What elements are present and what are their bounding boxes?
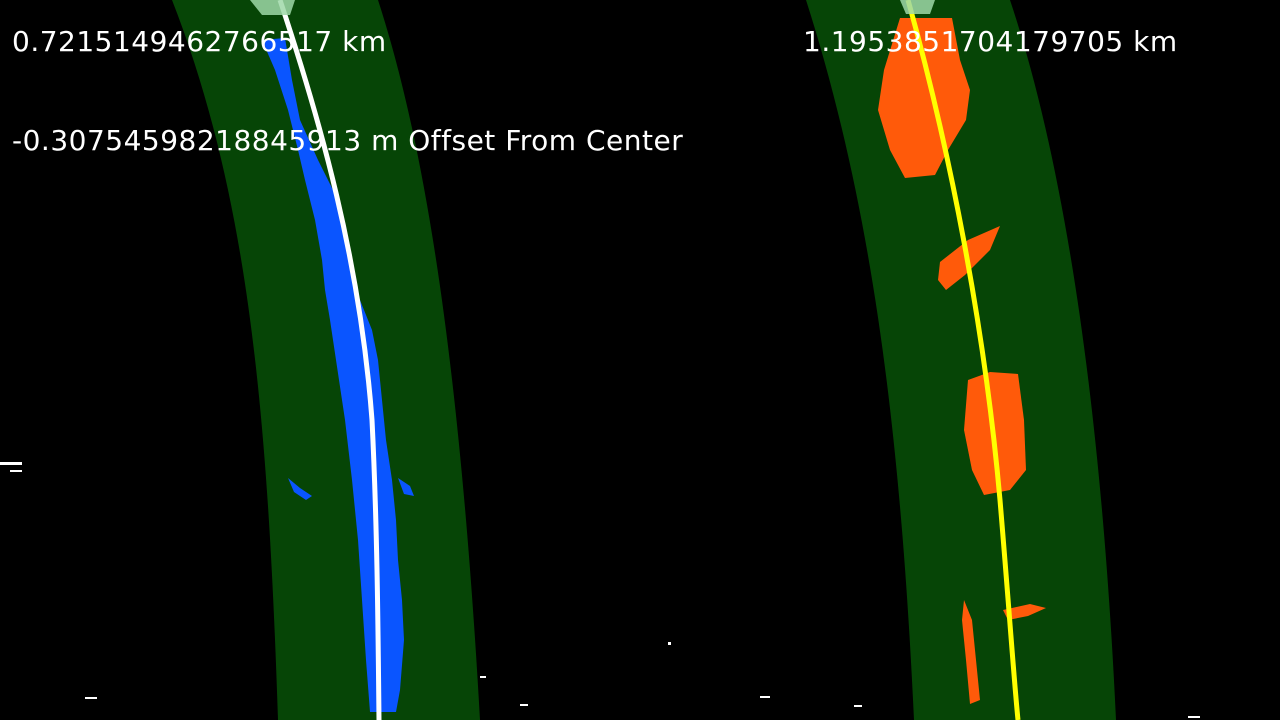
right-top-highlight bbox=[900, 0, 935, 14]
noise-specks bbox=[0, 462, 1200, 718]
right-lane-fit-line bbox=[905, 0, 1021, 720]
right-curvature-readout: 1.1953851704179705 km bbox=[803, 25, 1178, 58]
center-offset-readout: -0.30754598218845913 m Offset From Cente… bbox=[12, 124, 684, 157]
right-lane-search-band bbox=[806, 0, 1116, 720]
left-lane-fit-line bbox=[277, 0, 382, 720]
left-lane-search-band bbox=[172, 0, 480, 720]
left-top-highlight bbox=[250, 0, 295, 15]
left-lane-pixels bbox=[262, 38, 414, 712]
left-curvature-readout: 0.7215149462766517 km bbox=[12, 25, 387, 58]
